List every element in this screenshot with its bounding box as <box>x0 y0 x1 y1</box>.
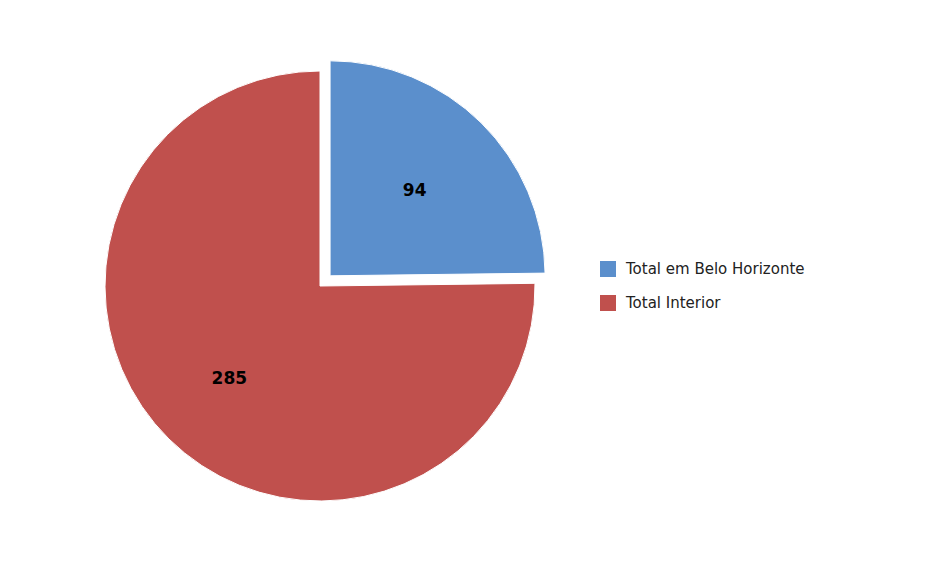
slices <box>105 61 545 501</box>
legend: Total em Belo Horizonte Total Interior <box>600 260 805 312</box>
chart-container: 94 285 Total em Belo Horizonte Total Interi… <box>0 0 947 572</box>
data-label: 94 <box>403 180 427 200</box>
slice <box>330 61 545 276</box>
data-label: 285 <box>212 368 248 388</box>
legend-swatch <box>600 261 616 277</box>
legend-label: Total em Belo Horizonte <box>625 260 805 278</box>
chart: 94 285 Total em Belo Horizonte Total Interi… <box>0 0 947 572</box>
legend-label: Total Interior <box>625 294 721 312</box>
slice <box>105 71 535 501</box>
data-labels: 94 285 <box>212 180 427 388</box>
legend-swatch <box>600 295 616 311</box>
